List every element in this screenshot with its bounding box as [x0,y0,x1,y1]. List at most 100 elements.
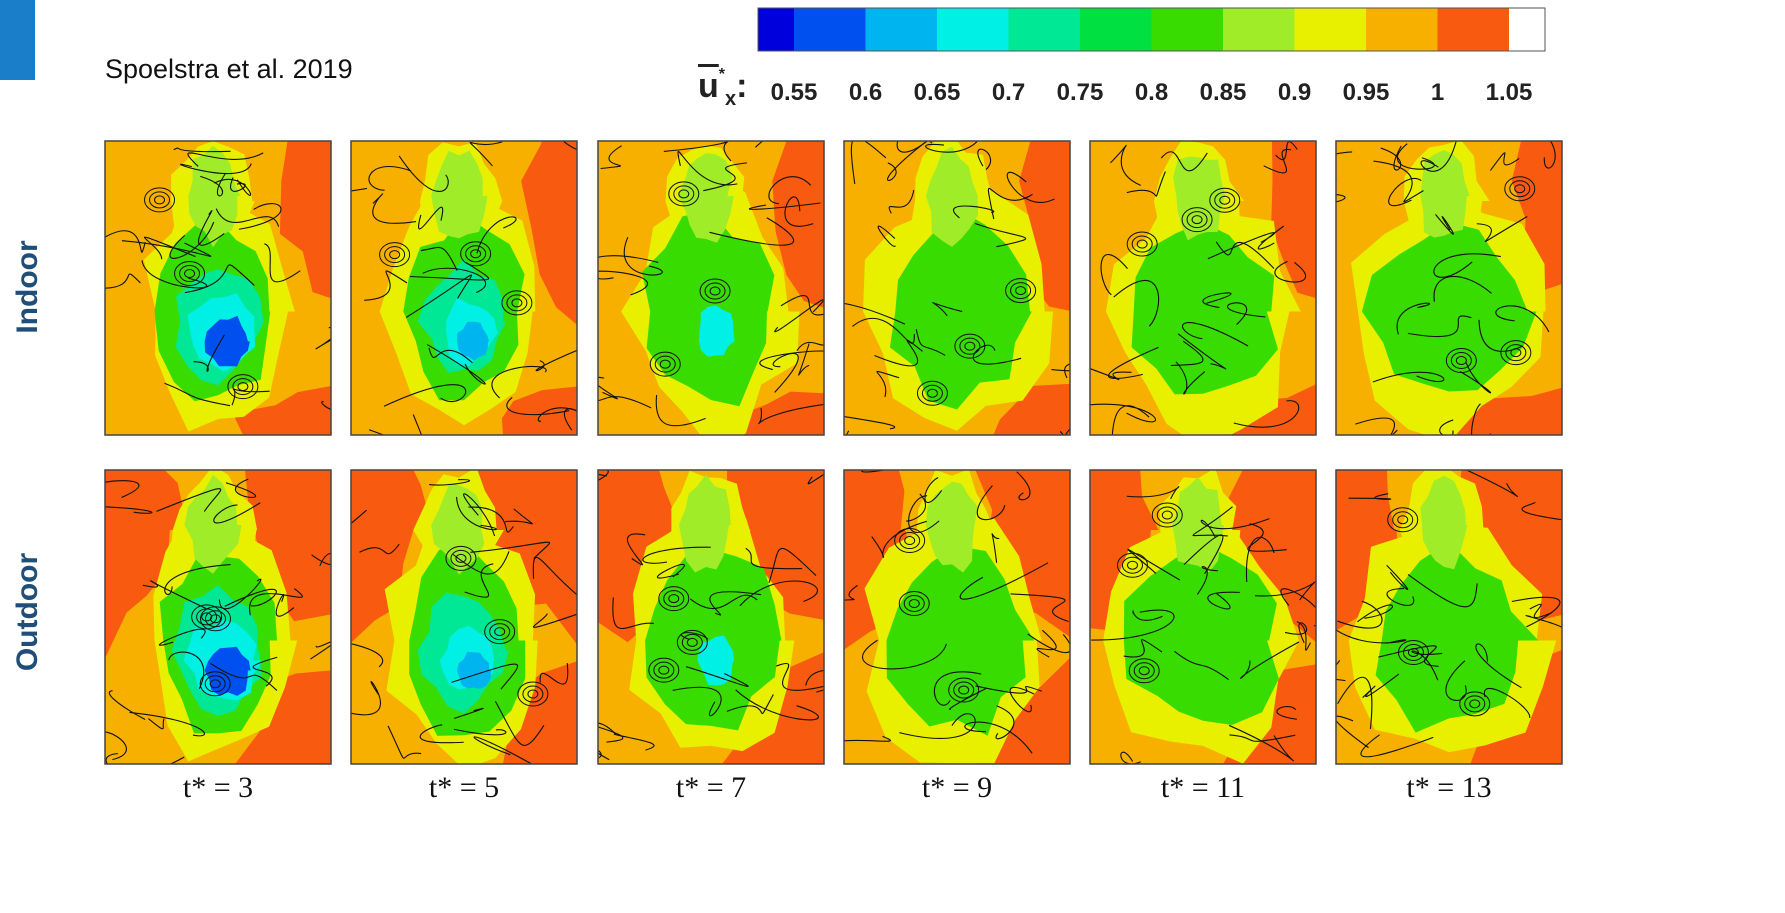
streamline [387,725,422,759]
streamline [623,236,663,276]
vortex [1392,511,1414,529]
streamline [1091,609,1175,641]
streamline [409,262,489,281]
vortex [1126,231,1158,257]
streamline [1257,225,1285,250]
streamline [1459,361,1492,394]
field-green [188,146,241,248]
vortex [179,265,201,283]
streamline [1113,280,1160,327]
flow-panel [1089,469,1317,765]
vortex [465,245,487,263]
streamline [796,341,824,352]
field-red [993,383,1070,435]
colorbar-tick: 1.05 [1486,79,1533,106]
suffix: : [736,67,748,105]
streamline [598,726,624,743]
vortex [484,619,516,645]
vortex [184,269,196,279]
colorbar-segment [1294,8,1366,51]
vortex [227,374,259,400]
streamline [121,240,212,257]
streamline [1511,596,1561,628]
symbol: u [698,67,719,105]
streamline [1111,405,1150,435]
streamline [1543,141,1556,169]
streamline [105,230,146,253]
field-blue [204,315,250,367]
colorbar-tick: 0.75 [1057,79,1104,106]
superscript: * [718,66,726,83]
panel-frame [350,469,578,765]
streamline [745,547,803,570]
flow-panel [104,140,332,436]
vortex [1138,666,1150,676]
vortex [653,661,675,679]
field-red [279,141,331,299]
streamline [398,155,449,192]
field-aqua [1159,282,1246,364]
streamline [1386,588,1415,606]
streamline [310,641,331,660]
streamline [200,173,226,197]
streamline [768,176,812,205]
streamline [1529,603,1553,618]
streamline [1200,518,1270,539]
streamline [689,594,758,610]
vortex [1191,215,1203,225]
streamline [164,564,231,595]
vortex [1509,180,1531,198]
streamline [473,736,533,764]
streamline [1357,604,1394,623]
streamline [1348,493,1392,500]
streamline [1373,160,1424,203]
streamline [1107,346,1159,379]
streamline [364,270,408,301]
vortex [1464,695,1486,713]
streamline [798,343,810,376]
streamline [129,711,205,737]
flow-panel [597,469,825,765]
colorbar-segment [937,8,1009,51]
streamline [600,145,622,170]
colorbar-segment [794,8,866,51]
vortex [445,545,477,571]
field-red [521,141,577,325]
streamline [1051,363,1070,379]
vortex [903,595,925,613]
streamline [1475,643,1522,689]
streamline [225,478,257,498]
streamline [141,260,208,289]
streamline [476,216,517,254]
streamline [264,243,301,283]
streamline [491,365,547,399]
streamline [533,613,577,628]
streamline [470,541,551,559]
streamline [193,334,225,372]
streamline [173,147,231,153]
streamline [1337,676,1373,729]
streamline [959,562,1049,600]
streamline [1396,143,1435,170]
colorbar-tick: 0.65 [914,79,961,106]
colorbar-segment [865,8,937,51]
streamline [1228,724,1294,762]
streamline [494,701,545,746]
vortex [953,681,975,699]
streamline [418,206,444,230]
streamline [1336,194,1346,203]
streamline [372,193,417,224]
streamline [991,533,1000,563]
field-green [925,481,978,573]
streamline [454,707,484,719]
streamline [359,543,400,555]
streamline [976,485,1006,521]
vortex [174,261,206,287]
streamline [453,728,507,736]
colorbar-tick: 0.7 [992,79,1025,106]
flow-field [598,141,824,435]
streamline [1010,593,1069,623]
streamline [915,329,946,356]
streamline [158,628,206,646]
